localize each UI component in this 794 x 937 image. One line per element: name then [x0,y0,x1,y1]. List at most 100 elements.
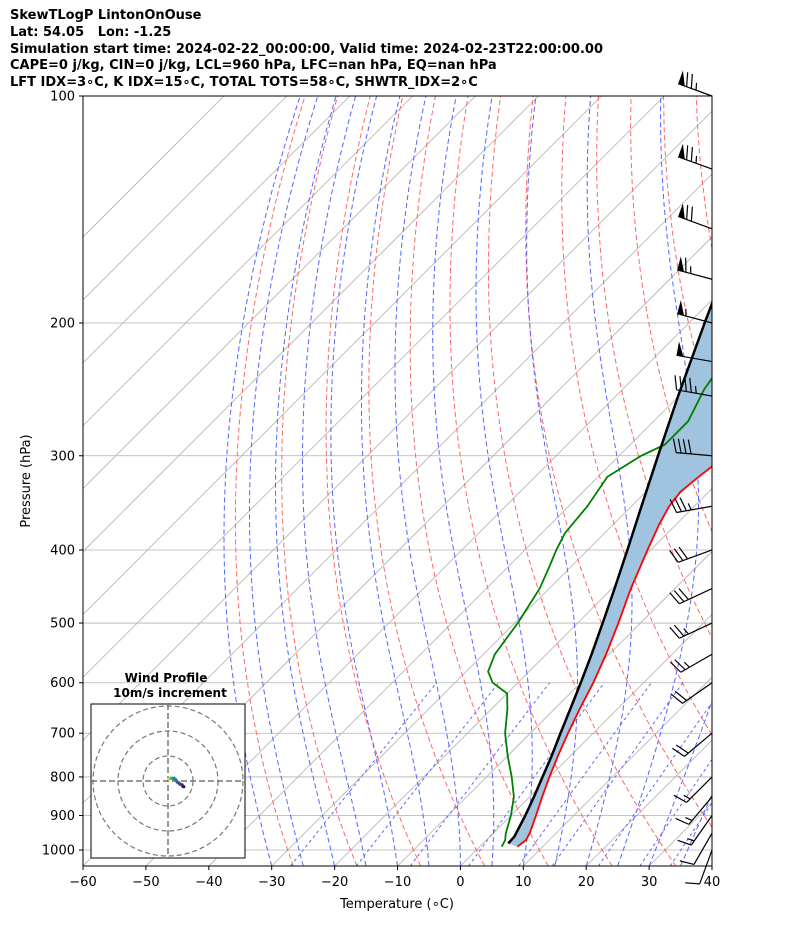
stability-indices: LFT IDX=3∘C, K IDX=15∘C, TOTAL TOTS=58∘C… [10,75,478,91]
inset-subtitle: 10m/s increment [113,686,227,700]
wind-barb [685,849,713,885]
dewpoint-profile [487,376,712,848]
x-axis-title: Temperature (∘C) [339,897,454,912]
station-location: Lat: 54.05 Lon: -1.25 [10,24,172,40]
moist-adiabat-line [617,96,699,866]
wind-barb [669,497,713,514]
isotherm-line [145,299,712,866]
wind-barb [669,587,713,605]
y-tick-label: 800 [50,770,75,785]
mixing-ratio-line [290,682,437,866]
mixing-ratio-line [409,682,550,866]
isotherm-line [83,96,539,553]
isotherm-line [523,676,712,866]
isotherm-line [83,96,665,678]
wind-barb [670,682,713,704]
wind-barbs [669,70,713,885]
wind-barb [679,832,713,865]
temperature-profile [516,465,712,848]
x-tick-label: −30 [258,875,285,890]
dry-adiabat-line [596,96,712,639]
moist-adiabat-line [223,96,301,866]
isotherm-line [711,865,712,866]
y-tick-label: 400 [50,543,75,558]
simulation-times: Simulation start time: 2024-02-22_00:00:… [10,41,603,57]
dry-adiabat-line [281,96,358,866]
wind-barb [672,438,713,457]
moist-adiabat-line [275,96,337,866]
x-tick-label: −40 [195,875,222,890]
y-tick-label: 600 [50,676,75,691]
moist-adiabat-line [526,96,578,866]
dry-adiabat-line [449,96,613,866]
y-tick-label: 200 [50,316,75,331]
wind-barb [674,375,713,397]
y-tick-label: 1000 [42,844,75,859]
isotherm-line [334,488,712,866]
moist-adiabat-line [711,864,712,866]
y-tick-label: 900 [50,809,75,824]
background-lines [83,96,794,866]
mixing-ratio-line [551,682,684,866]
parcel-profile [507,300,712,845]
x-tick-label: −10 [384,875,411,890]
moist-adiabat-line [330,96,398,866]
inset-title: Wind Profile [125,671,208,685]
moist-adiabat-line [249,96,319,866]
x-tick-label: 10 [515,875,532,890]
wind-barb [677,203,713,230]
x-tick-label: 40 [704,875,721,890]
wind-profile-inset: Wind Profile 10m/s increment [90,671,246,859]
wind-barb [669,546,713,563]
convective-parameters: CAPE=0 j/kg, CIN=0 j/kg, LCL=960 hPa, LF… [10,58,497,74]
moist-adiabat-line [394,96,461,866]
wind-barb [673,776,713,803]
axes: −60 −50 −40 −30 −20 −10 0 10 20 30 40 100 200 300 400 5… [42,90,720,891]
y-axis-title: Pressure (hPa) [19,434,34,527]
x-tick-label: −60 [69,875,96,890]
wind-barb [677,300,713,324]
y-tick-label: 500 [50,617,75,632]
moist-adiabat-line [361,96,430,866]
chart-header: SkewTLogP LintonOnOuse Lat: 54.05 Lon: -… [10,8,603,92]
wind-barb [669,622,713,639]
dry-adiabat-line [234,96,306,866]
wind-barb [677,143,713,170]
mixing-ratio-line [355,682,499,866]
dry-adiabat-line [409,96,549,866]
isotherm-line [83,96,602,615]
y-tick-label: 300 [50,449,75,464]
mixing-ratio-lines [290,682,712,866]
moist-adiabat-line [680,793,712,866]
wind-barb [676,341,713,363]
x-tick-label: 0 [456,875,464,890]
x-tick-label: 20 [578,875,595,890]
y-tick-label: 700 [50,727,75,742]
dry-adiabat-line [487,96,677,866]
isotherm-line [83,96,413,427]
moist-adiabat-line [432,96,495,866]
wind-barb [672,732,713,757]
isotherm-line [83,96,288,301]
mixing-ratio-line [597,701,712,866]
wind-barb [675,796,713,825]
profile-lines [487,300,712,848]
dry-adiabat-line [368,96,485,866]
moist-adiabat-line [648,699,712,866]
y-tick-label: 100 [50,90,75,105]
chart-title: SkewTLogP LintonOnOuse [10,8,202,23]
mixing-ratio-line [468,682,605,866]
dry-adiabat-line [729,96,794,866]
moist-adiabats [223,96,712,866]
x-tick-label: 30 [641,875,658,890]
dry-adiabat-line [761,96,794,866]
wind-barb [677,70,713,97]
x-tick-label: −50 [132,875,159,890]
isotherm-line [460,613,712,866]
mixing-ratio-line [518,682,652,866]
dry-adiabat-line [525,96,712,829]
wind-barb [677,815,713,846]
wind-barb [677,256,713,280]
isotherm-line [83,96,476,490]
